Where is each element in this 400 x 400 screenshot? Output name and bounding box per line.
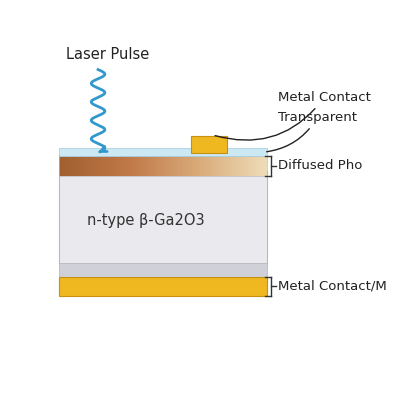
Bar [59, 263, 267, 278]
Text: Diffused Pho: Diffused Pho [278, 159, 362, 172]
Bar [59, 277, 267, 296]
Text: n-type β-Ga2O3: n-type β-Ga2O3 [87, 213, 205, 228]
Text: Laser Pulse: Laser Pulse [66, 47, 149, 62]
Bar [59, 171, 267, 264]
Text: Metal Contact/M: Metal Contact/M [278, 280, 386, 293]
Bar [191, 136, 227, 153]
Bar [59, 156, 267, 176]
Text: Transparent: Transparent [267, 111, 357, 152]
Bar [59, 148, 267, 156]
Text: Metal Contact: Metal Contact [215, 91, 371, 140]
